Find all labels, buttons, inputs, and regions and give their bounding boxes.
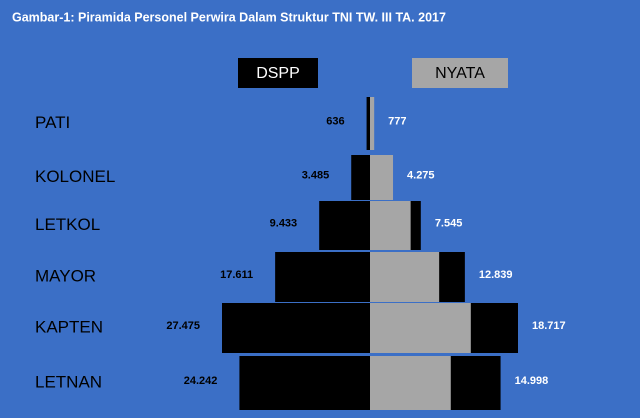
value-label: 17.611 [220,269,253,281]
value-label: 18.717 [532,320,566,332]
value-label: 4.275 [407,169,435,181]
legend-swatch [238,58,318,88]
category-label: KOLONEL [35,167,115,186]
value-label: 12.839 [479,269,513,281]
bar-right [370,155,394,200]
chart-title: Gambar-1: Piramida Personel Perwira Dala… [12,10,446,24]
value-label: 14.998 [515,375,549,387]
bar-right [370,97,375,150]
value-label: 9.433 [270,217,298,229]
legend-label: NYATA [435,65,485,82]
value-label: 7.545 [435,217,463,229]
value-label: 3.485 [302,169,330,181]
bar-left [319,201,370,250]
bar-right [370,356,451,410]
value-label: 636 [326,115,344,127]
bar-left [222,303,370,353]
legend-label: DSPP [256,65,300,82]
value-label: 27.475 [166,320,200,332]
bar-right [370,303,471,353]
bar-right [370,201,411,250]
category-label: LETNAN [35,372,102,391]
category-label: PATI [35,113,70,132]
value-label: 777 [388,115,406,127]
category-label: MAYOR [35,266,96,285]
category-label: KAPTEN [35,317,103,336]
category-label: LETKOL [35,215,100,234]
bar-right [370,252,440,302]
bar-left [275,252,370,302]
bar-left [366,97,370,150]
bar-left [239,356,370,410]
bar-left [351,155,370,200]
value-label: 24.242 [184,375,218,387]
legend-swatch [412,58,508,88]
